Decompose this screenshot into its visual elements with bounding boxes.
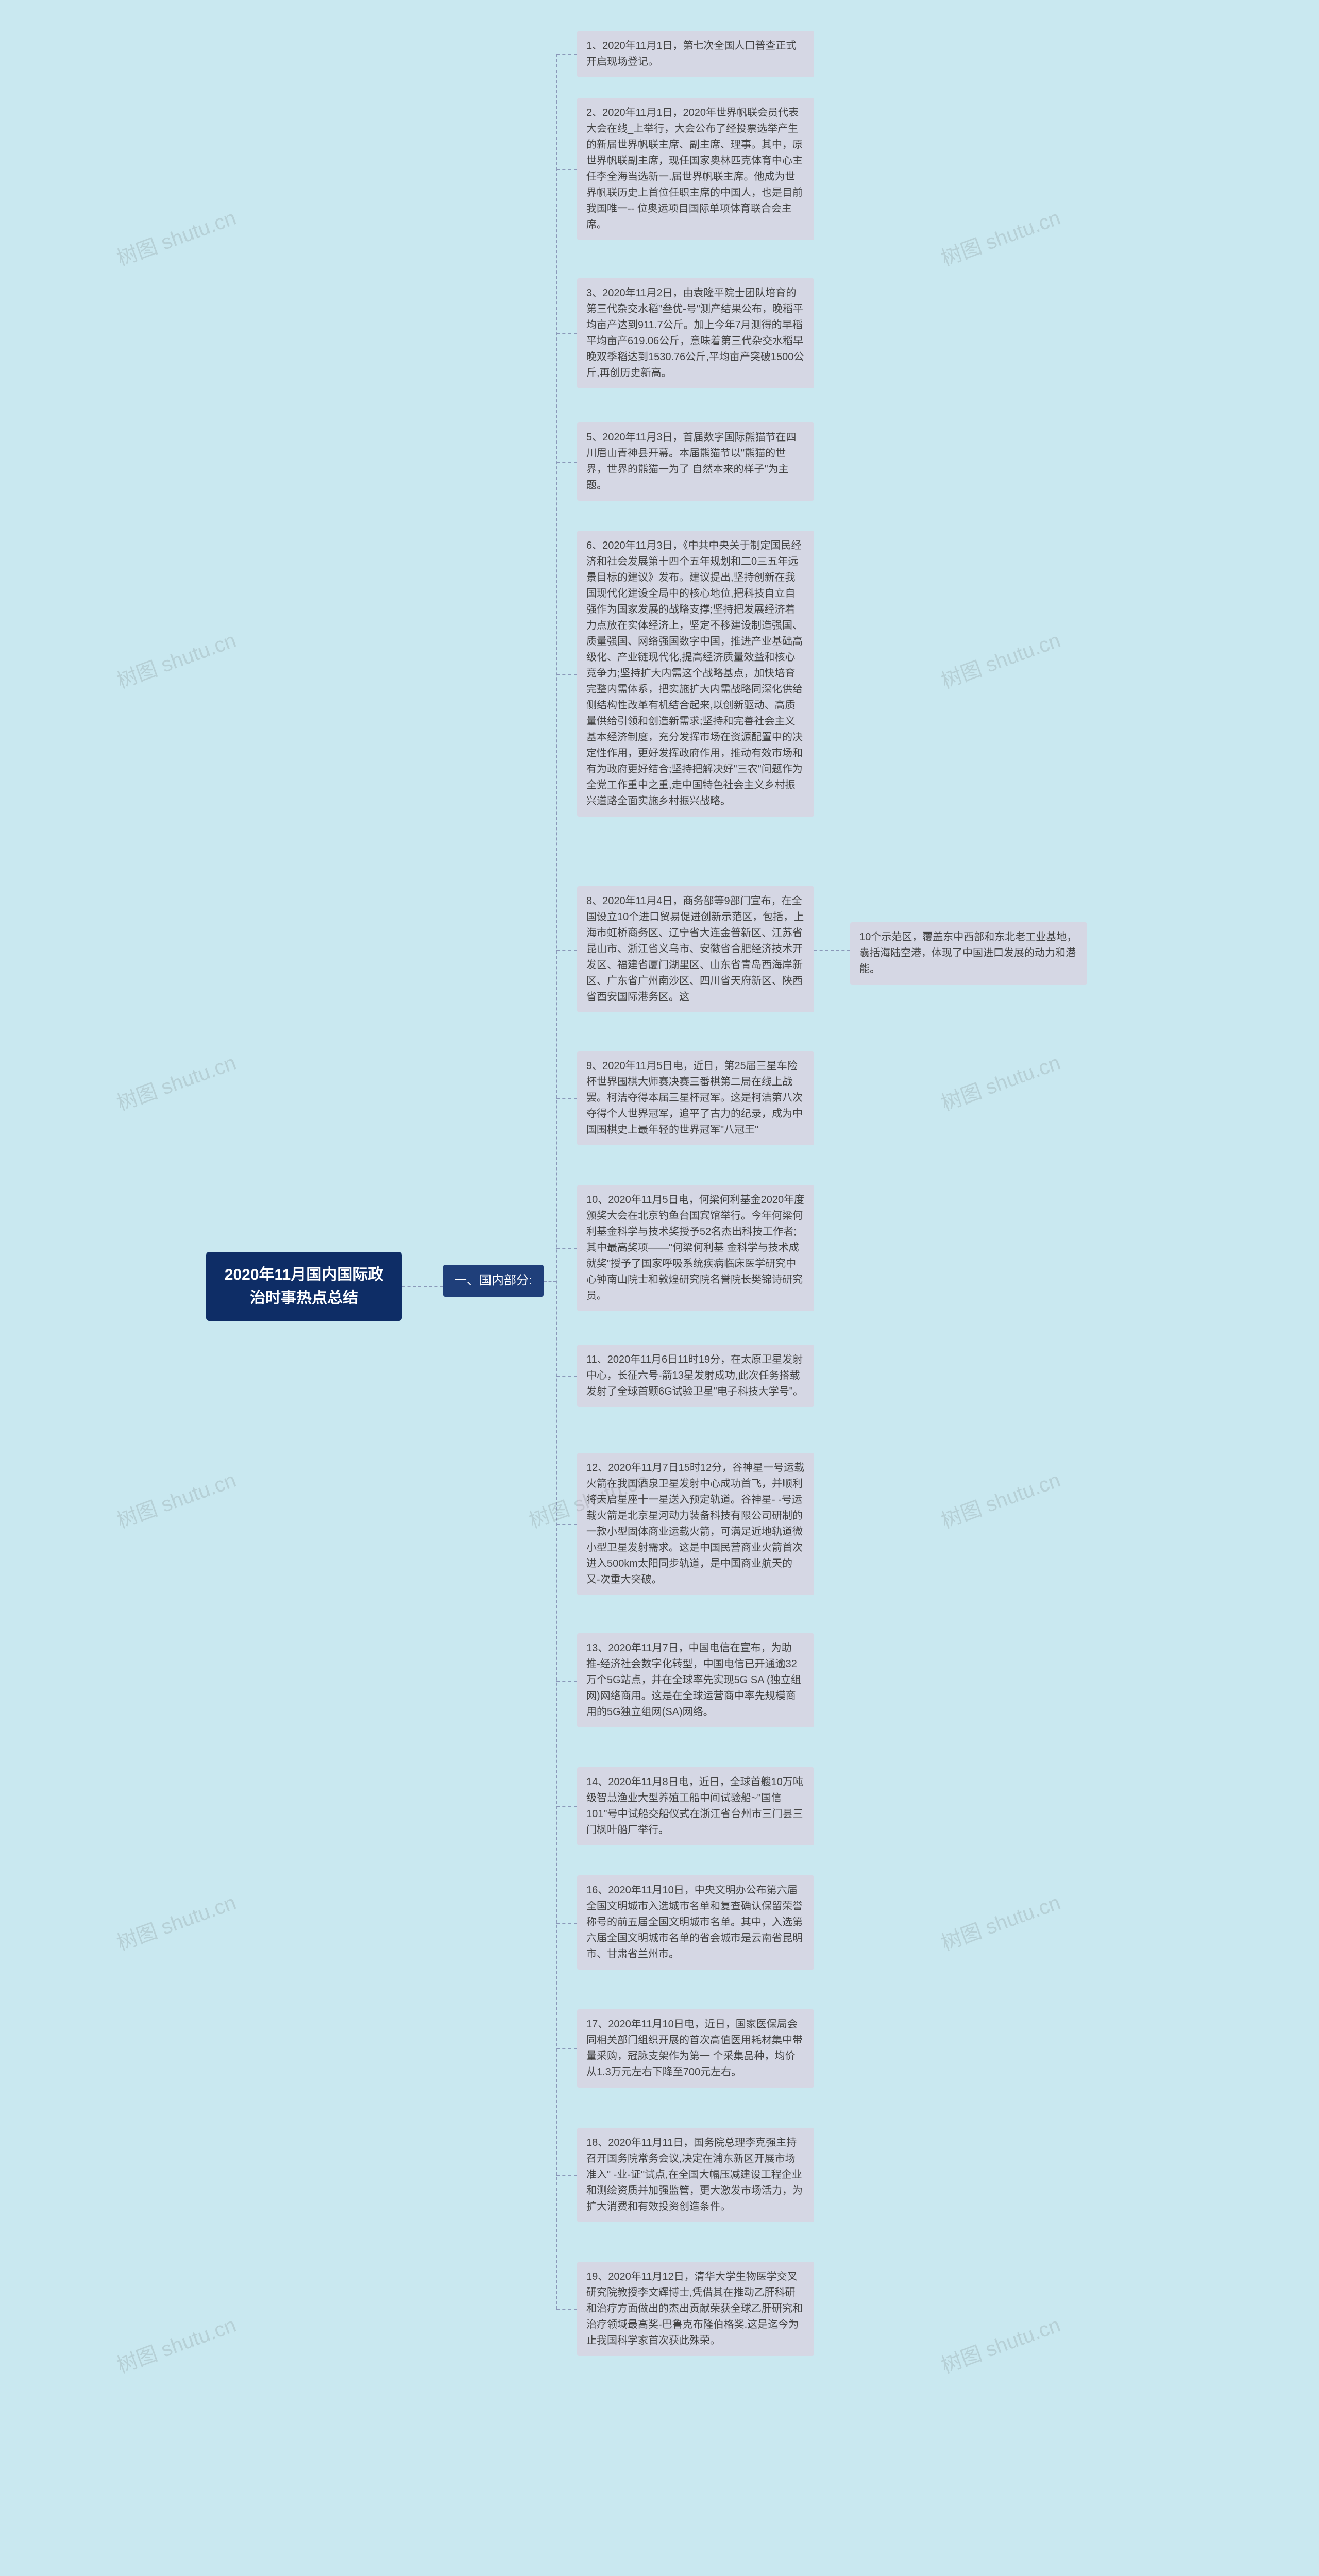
connector-line — [556, 54, 577, 55]
root-node: 2020年11月国内国际政治时事热点总结 — [206, 1252, 402, 1321]
leaf-node: 14、2020年11月8日电，近日，全球首艘10万吨级智慧渔业大型养殖工船中间试… — [577, 1767, 814, 1845]
leaf-node: 5、2020年11月3日，首届数字国际熊猫节在四川眉山青神县开幕。本届熊猫节以"… — [577, 422, 814, 501]
leaf-node: 16、2020年11月10日，中央文明办公布第六届全国文明城市入选城市名单和复查… — [577, 1875, 814, 1970]
leaf-node-text: 1、2020年11月1日，第七次全国人口普查正式开启现场登记。 — [586, 40, 797, 67]
connector-line — [556, 1806, 577, 1807]
connector-line — [556, 2309, 577, 2310]
branch-node-domestic: 一、国内部分: — [443, 1265, 544, 1297]
branch-node-text: 一、国内部分: — [454, 1274, 532, 1287]
leaf-node-text: 5、2020年11月3日，首届数字国际熊猫节在四川眉山青神县开幕。本届熊猫节以"… — [586, 432, 797, 491]
connector-line — [402, 1286, 443, 1287]
connector-line — [556, 54, 557, 2309]
connector-line — [556, 2175, 577, 2176]
watermark: 树图 shutu.cn — [936, 1886, 1064, 1956]
connector-line — [556, 674, 577, 675]
connector-line — [556, 1681, 577, 1682]
leaf-node-text: 13、2020年11月7日，中国电信在宣布，为助推-经济社会数字化转型，中国电信… — [586, 1642, 801, 1718]
connector-line — [556, 1248, 577, 1249]
leaf-node: 12、2020年11月7日15时12分，谷神星一号运载火箭在我国酒泉卫星发射中心… — [577, 1453, 814, 1595]
leaf-node: 11、2020年11月6日11时19分，在太原卫星发射中心，长征六号-箭13星发… — [577, 1345, 814, 1407]
watermark: 树图 shutu.cn — [112, 1046, 240, 1116]
watermark: 树图 shutu.cn — [936, 2308, 1064, 2379]
leaf-node: 3、2020年11月2日，由袁隆平院士团队培育的第三代杂交水稻"叁优-号"测产结… — [577, 278, 814, 388]
leaf-node: 13、2020年11月7日，中国电信在宣布，为助推-经济社会数字化转型，中国电信… — [577, 1633, 814, 1727]
leaf-node-text: 11、2020年11月6日11时19分，在太原卫星发射中心，长征六号-箭13星发… — [586, 1354, 803, 1397]
root-node-text: 2020年11月国内国际政治时事热点总结 — [225, 1266, 383, 1307]
connector-line — [556, 462, 577, 463]
watermark: 树图 shutu.cn — [936, 1463, 1064, 1534]
connector-line — [556, 1524, 577, 1525]
leaf-node-text: 8、2020年11月4日，商务部等9部门宣布，在全国设立10个进口贸易促进创新示… — [586, 895, 804, 1003]
leaf-node-text: 18、2020年11月11日，国务院总理李克强主持召开国务院常务会议,决定在浦东… — [586, 2137, 803, 2212]
watermark: 树图 shutu.cn — [112, 2308, 240, 2379]
leaf-node-text: 19、2020年11月12日，清华大学生物医学交叉研究院教授李文辉博士,凭借其在… — [586, 2271, 803, 2346]
connector-line — [556, 169, 577, 170]
leaf-node-text: 12、2020年11月7日15时12分，谷神星一号运载火箭在我国酒泉卫星发射中心… — [586, 1462, 804, 1585]
connector-line — [544, 1281, 556, 1282]
connector-line — [814, 950, 850, 951]
connector-line — [556, 1098, 577, 1099]
leaf-node-text: 2、2020年11月1日，2020年世界帆联会员代表大会在线_上举行，大会公布了… — [586, 107, 803, 230]
connector-line — [556, 950, 577, 951]
leaf-node: 6、2020年11月3日，《中共中央关于制定国民经济和社会发展第十四个五年规划和… — [577, 531, 814, 817]
connector-line — [556, 333, 577, 334]
leaf-node-text: 17、2020年11月10日电，近日，国家医保局会同相关部门组织开展的首次高值医… — [586, 2019, 803, 2078]
watermark: 树图 shutu.cn — [112, 201, 240, 272]
watermark: 树图 shutu.cn — [936, 1046, 1064, 1116]
leaf-node-text: 10个示范区，覆盖东中西部和东北老工业基地，囊括海陆空港，体现了中国进口发展的动… — [859, 931, 1077, 975]
mindmap-container: 2020年11月国内国际政治时事热点总结 一、国内部分: 1、2020年11月1… — [0, 0, 1319, 2576]
connector-line — [556, 1923, 577, 1924]
leaf-node-text: 16、2020年11月10日，中央文明办公布第六届全国文明城市入选城市名单和复查… — [586, 1885, 803, 1960]
watermark: 树图 shutu.cn — [112, 1463, 240, 1534]
leaf-node: 10、2020年11月5日电，何梁何利基金2020年度颁奖大会在北京钓鱼台国宾馆… — [577, 1185, 814, 1311]
leaf-node-sub: 10个示范区，覆盖东中西部和东北老工业基地，囊括海陆空港，体现了中国进口发展的动… — [850, 922, 1087, 985]
leaf-node: 2、2020年11月1日，2020年世界帆联会员代表大会在线_上举行，大会公布了… — [577, 98, 814, 240]
leaf-node-text: 6、2020年11月3日，《中共中央关于制定国民经济和社会发展第十四个五年规划和… — [586, 540, 803, 807]
leaf-node: 17、2020年11月10日电，近日，国家医保局会同相关部门组织开展的首次高值医… — [577, 2009, 814, 2088]
leaf-node: 19、2020年11月12日，清华大学生物医学交叉研究院教授李文辉博士,凭借其在… — [577, 2262, 814, 2356]
leaf-node-text: 3、2020年11月2日，由袁隆平院士团队培育的第三代杂交水稻"叁优-号"测产结… — [586, 287, 804, 379]
leaf-node: 9、2020年11月5日电，近日，第25届三星车险杯世界围棋大师赛决赛三番棋第二… — [577, 1051, 814, 1145]
watermark: 树图 shutu.cn — [936, 623, 1064, 694]
connector-line — [556, 1376, 577, 1377]
connector-line — [556, 2048, 577, 2049]
leaf-node-text: 10、2020年11月5日电，何梁何利基金2020年度颁奖大会在北京钓鱼台国宾馆… — [586, 1194, 804, 1301]
leaf-node: 1、2020年11月1日，第七次全国人口普查正式开启现场登记。 — [577, 31, 814, 77]
watermark: 树图 shutu.cn — [936, 201, 1064, 272]
leaf-node-text: 9、2020年11月5日电，近日，第25届三星车险杯世界围棋大师赛决赛三番棋第二… — [586, 1060, 803, 1136]
watermark: 树图 shutu.cn — [112, 623, 240, 694]
leaf-node: 8、2020年11月4日，商务部等9部门宣布，在全国设立10个进口贸易促进创新示… — [577, 886, 814, 1012]
leaf-node-text: 14、2020年11月8日电，近日，全球首艘10万吨级智慧渔业大型养殖工船中间试… — [586, 1776, 803, 1836]
watermark: 树图 shutu.cn — [112, 1886, 240, 1956]
leaf-node: 18、2020年11月11日，国务院总理李克强主持召开国务院常务会议,决定在浦东… — [577, 2128, 814, 2222]
